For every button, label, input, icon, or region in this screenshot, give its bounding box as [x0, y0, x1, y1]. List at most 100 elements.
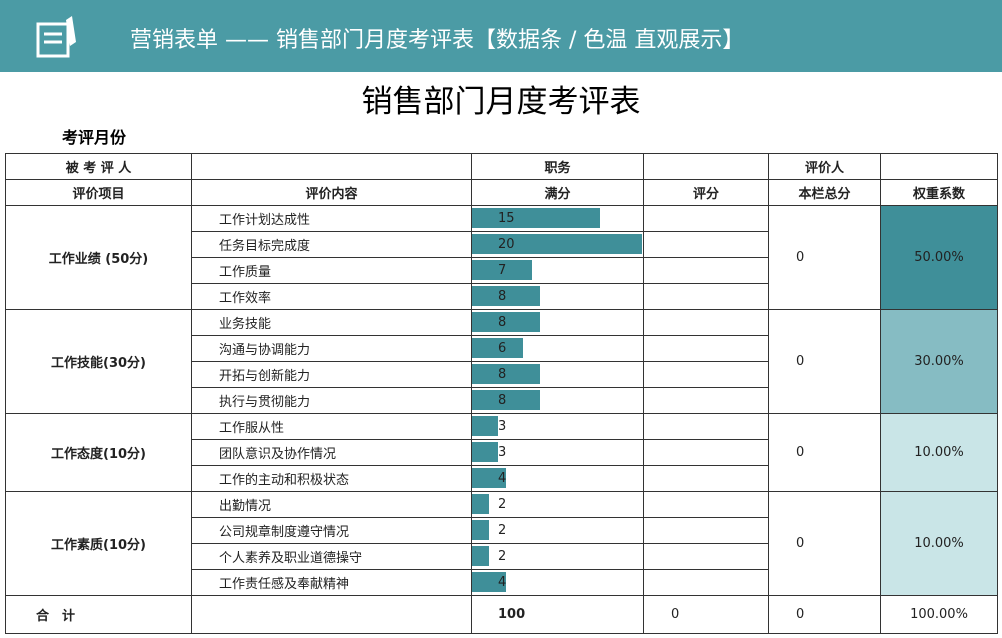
data-bar [472, 338, 523, 358]
data-bar [472, 572, 506, 592]
info-cell: 评价人 [768, 153, 881, 180]
cell-text: 3 [498, 419, 507, 434]
cell-text: 本栏总分 [798, 187, 851, 202]
group-name: 工作素质(10分) [5, 491, 192, 596]
cell-text: 0 [796, 250, 805, 265]
total-full-score: 100 [471, 595, 644, 634]
cell-text: 评分 [692, 187, 719, 202]
data-bar [472, 286, 540, 306]
cell-text: 0 [796, 354, 805, 369]
column-header: 评价内容 [191, 179, 472, 206]
cell-text: 0 [796, 536, 805, 551]
group-name: 工作技能(30分) [5, 309, 192, 414]
cell-text: 工作技能(30分) [51, 356, 146, 371]
total-label: 合 计 [5, 595, 192, 634]
full-score: 4 [471, 465, 644, 492]
cell-text: 权重系数 [912, 187, 965, 202]
cell-text: 4 [498, 471, 507, 486]
item-content: 执行与贯彻能力 [191, 387, 472, 414]
column-header: 满分 [471, 179, 644, 206]
cell-text: 20 [498, 237, 515, 252]
item-content: 个人素养及职业道德操守 [191, 543, 472, 570]
cell-text: 个人素养及职业道德操守 [219, 551, 363, 566]
column-header: 评分 [643, 179, 769, 206]
score-cell [643, 257, 769, 284]
cell-text: 0 [796, 607, 805, 622]
cell-text: 10.00% [914, 536, 964, 551]
full-score: 8 [471, 387, 644, 414]
full-score: 15 [471, 205, 644, 232]
cell-text: 工作质量 [219, 265, 272, 280]
column-header: 评价项目 [5, 179, 192, 206]
cell-text: 工作计划达成性 [219, 213, 311, 228]
score-cell [643, 465, 769, 492]
item-content: 业务技能 [191, 309, 472, 336]
score-cell [643, 335, 769, 362]
full-score: 8 [471, 283, 644, 310]
cell-text: 10.00% [914, 445, 964, 460]
group-weight: 10.00% [880, 413, 998, 492]
banner-title: 营销表单 —— 销售部门月度考评表【数据条 / 色温 直观展示】 [130, 28, 745, 53]
item-content: 出勤情况 [191, 491, 472, 518]
cell-text: 2 [498, 523, 507, 538]
cell-text: 100.00% [910, 607, 968, 622]
cell-text: 工作服从性 [219, 421, 285, 436]
cell-text: 出勤情况 [219, 499, 272, 514]
score-cell [643, 309, 769, 336]
score-cell [643, 517, 769, 544]
cell-text: 7 [498, 263, 507, 278]
total-weight: 100.00% [880, 595, 998, 634]
info-cell [880, 153, 998, 180]
data-bar [472, 390, 540, 410]
group-weight: 10.00% [880, 491, 998, 596]
cell-text: 8 [498, 367, 507, 382]
cell-text: 100 [498, 607, 526, 622]
cell-text: 8 [498, 289, 507, 304]
group-total: 0 [768, 309, 881, 414]
column-header: 权重系数 [880, 179, 998, 206]
full-score: 8 [471, 361, 644, 388]
full-score: 20 [471, 231, 644, 258]
data-bar [472, 260, 532, 280]
item-content: 开拓与创新能力 [191, 361, 472, 388]
data-bar [472, 208, 600, 228]
data-bar [472, 546, 489, 566]
info-cell: 职务 [471, 153, 644, 180]
item-content: 团队意识及协作情况 [191, 439, 472, 466]
column-header: 本栏总分 [768, 179, 881, 206]
full-score: 4 [471, 569, 644, 596]
cell-text: 评价人 [804, 161, 844, 176]
item-content: 任务目标完成度 [191, 231, 472, 258]
data-bar [472, 416, 498, 436]
cell-text: 工作责任感及奉献精神 [219, 577, 350, 592]
score-cell [643, 205, 769, 232]
cell-text: 合 计 [36, 609, 76, 624]
total-total: 0 [768, 595, 881, 634]
cell-text: 评价项目 [72, 187, 125, 202]
group-weight: 30.00% [880, 309, 998, 414]
item-content: 工作计划达成性 [191, 205, 472, 232]
item-content: 工作质量 [191, 257, 472, 284]
group-weight: 50.00% [880, 205, 998, 310]
group-total: 0 [768, 205, 881, 310]
item-content: 工作责任感及奉献精神 [191, 569, 472, 596]
cell-text: 工作态度(10分) [51, 447, 146, 462]
cell-text: 工作业绩 (50分) [48, 252, 149, 267]
full-score: 7 [471, 257, 644, 284]
total-cell [191, 595, 472, 634]
score-cell [643, 543, 769, 570]
cell-text: 15 [498, 211, 515, 226]
cell-text: 沟通与协调能力 [219, 343, 311, 358]
item-content: 工作服从性 [191, 413, 472, 440]
cell-text: 8 [498, 393, 507, 408]
item-content: 沟通与协调能力 [191, 335, 472, 362]
data-bar [472, 494, 489, 514]
item-content: 工作效率 [191, 283, 472, 310]
cell-text: 30.00% [914, 354, 964, 369]
item-content: 工作的主动和积极状态 [191, 465, 472, 492]
cell-text: 2 [498, 497, 507, 512]
cell-text: 8 [498, 315, 507, 330]
score-cell [643, 413, 769, 440]
data-bar [472, 312, 540, 332]
